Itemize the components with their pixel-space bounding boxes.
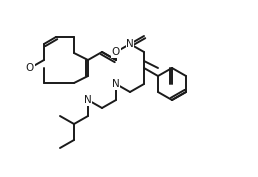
Text: N: N xyxy=(112,79,120,89)
Text: O: O xyxy=(112,47,120,57)
Text: O: O xyxy=(26,63,34,73)
Text: N: N xyxy=(126,39,134,49)
Text: N: N xyxy=(84,95,92,105)
